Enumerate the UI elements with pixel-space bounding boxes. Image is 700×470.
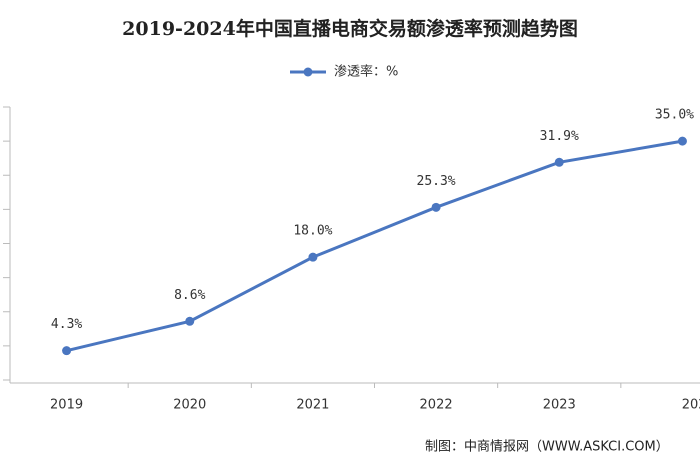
data-label: 18.0% <box>293 224 332 239</box>
data-label: 4.3% <box>51 317 82 332</box>
x-tick-label: 2020 <box>173 398 206 413</box>
source: 制图：中商情报网（WWW.ASKCI.COM） <box>425 440 669 455</box>
legend-marker <box>303 67 313 77</box>
x-tick-label: 2022 <box>420 398 453 413</box>
point <box>62 346 72 356</box>
data-label: 35.0% <box>655 108 694 123</box>
x-tick-label: 2024E <box>682 398 700 413</box>
x-tick-label: 2021 <box>296 398 329 413</box>
data-label: 31.9% <box>540 129 579 144</box>
x-tick-label: 2023 <box>543 398 576 413</box>
legend-label: 渗透率：% <box>334 64 398 80</box>
point <box>554 157 564 167</box>
chart-title: 2019-2024年中国直播电商交易额渗透率预测趋势图 <box>122 17 578 40</box>
x-tick-label: 2019 <box>50 398 83 413</box>
line <box>66 139 683 353</box>
point <box>431 202 441 212</box>
point <box>185 316 195 326</box>
data-label: 8.6% <box>174 288 205 303</box>
point <box>677 136 687 146</box>
data-label: 25.3% <box>417 174 456 189</box>
point <box>308 252 318 262</box>
